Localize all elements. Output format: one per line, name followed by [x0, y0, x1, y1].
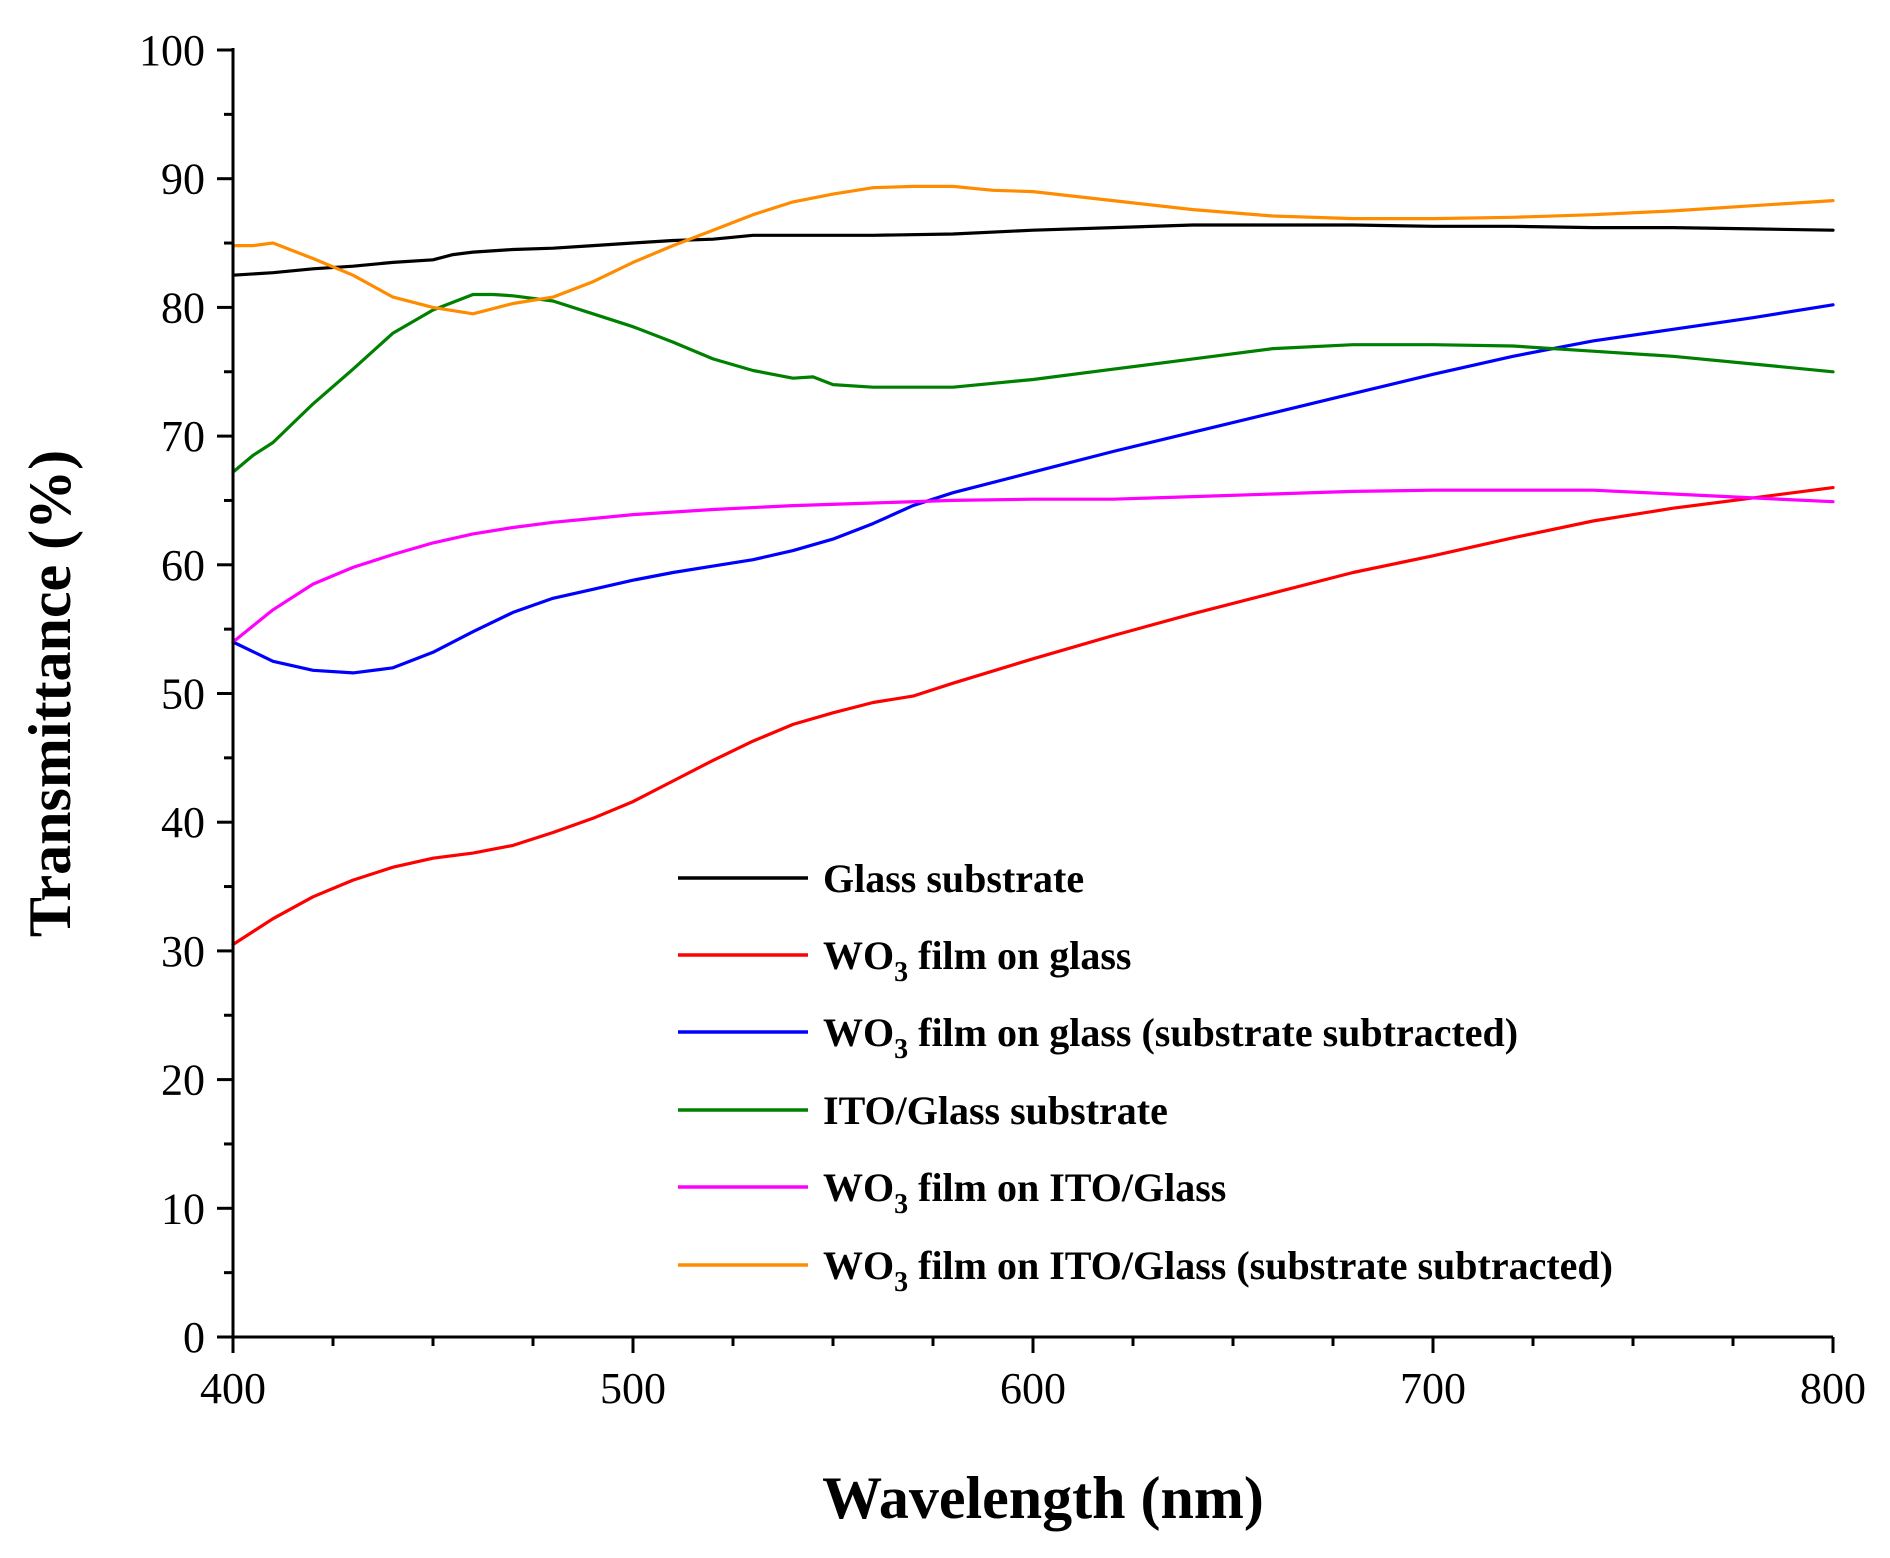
series-line-1 — [231, 223, 1835, 277]
series-line-3 — [231, 303, 1835, 675]
axis-ticks — [217, 48, 1835, 1353]
series-line-5 — [231, 488, 1835, 644]
series-line-2 — [231, 486, 1835, 947]
x-tick-label: 500 — [600, 1364, 666, 1413]
y-tick-label: 20 — [161, 1056, 205, 1105]
series-line-6 — [231, 184, 1835, 316]
x-tick-labels: 400 500 600 700 800 — [200, 1364, 1866, 1413]
legend-label-4: ITO/Glass substrate — [823, 1088, 1168, 1133]
y-tick-label: 10 — [161, 1184, 205, 1233]
y-tick-label: 100 — [139, 26, 205, 75]
y-tick-label: 50 — [161, 670, 205, 719]
x-tick-label: 700 — [1400, 1364, 1466, 1413]
y-tick-label: 0 — [183, 1313, 205, 1362]
y-tick-label: 30 — [161, 927, 205, 976]
legend-label-1: Glass substrate — [823, 856, 1084, 901]
x-axis-title: Wavelength (nm) — [822, 1465, 1264, 1531]
y-tick-label: 40 — [161, 798, 205, 847]
legend: Glass substrate WO3 film on glass WO3 film… — [678, 856, 1613, 1298]
y-tick-label: 60 — [161, 541, 205, 590]
legend-label-5: WO3 film on ITO/Glass — [823, 1165, 1226, 1220]
y-tick-label: 90 — [161, 155, 205, 204]
y-tick-labels: 0 10 20 30 40 50 60 70 80 90 100 — [139, 26, 205, 1362]
x-tick-label: 800 — [1800, 1364, 1866, 1413]
series-lines — [231, 184, 1835, 947]
x-tick-label: 400 — [200, 1364, 266, 1413]
y-tick-label: 70 — [161, 412, 205, 461]
legend-label-3: WO3 film on glass (substrate subtracted) — [823, 1010, 1518, 1065]
x-tick-label: 600 — [1000, 1364, 1066, 1413]
y-tick-label: 80 — [161, 283, 205, 332]
legend-label-6: WO3 film on ITO/Glass (substrate subtrac… — [823, 1243, 1613, 1298]
legend-label-2: WO3 film on glass — [823, 933, 1131, 988]
series-line-4 — [231, 292, 1835, 474]
y-axis-title: Transmittance (%) — [17, 450, 83, 937]
